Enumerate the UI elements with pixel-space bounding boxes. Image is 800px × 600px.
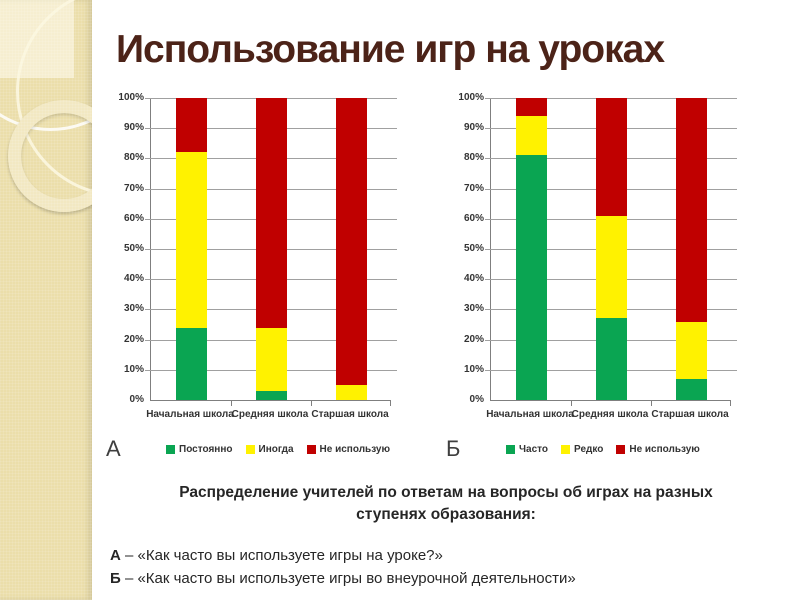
y-axis-tick-label: 70% <box>463 182 484 194</box>
y-axis-tick-label: 50% <box>463 243 484 254</box>
legend: Постоянно Иногда Не использую <box>166 444 390 455</box>
bar-segment-red <box>675 98 707 322</box>
y-axis-tick-label: 100% <box>118 92 144 103</box>
legend-item: Часто <box>506 444 548 455</box>
y-axis-tick-label: 30% <box>463 303 484 315</box>
legend-label: Не использую <box>629 444 700 455</box>
bar-segment-yellow <box>515 116 547 156</box>
caption: Распределение учителей по ответам на воп… <box>108 482 784 592</box>
bar-1 <box>515 98 547 400</box>
y-axis-tick-label: 0% <box>469 394 484 405</box>
y-axis-tick-label: 70% <box>123 182 144 194</box>
bar-segment-red <box>335 98 367 385</box>
legend-swatch-green <box>506 445 515 454</box>
bar-segment-red <box>255 98 287 328</box>
y-axis-tick-label: 60% <box>123 212 144 224</box>
bar-2 <box>255 98 287 400</box>
caption-heading: Распределение учителей по ответам на воп… <box>179 484 713 523</box>
y-axis-tick-label: 0% <box>129 394 144 405</box>
bar-segment-red <box>595 98 627 216</box>
y-axis-tick-label: 30% <box>123 303 144 315</box>
y-axis-tick-label: 50% <box>123 243 144 254</box>
y-axis-tick-label: 10% <box>123 363 144 375</box>
legend-swatch-red <box>306 445 316 454</box>
decorative-circle <box>0 0 92 131</box>
chart-a: 100% 90% 80% 70% 60% 50% 40% 30% 20% 10% 0% Начальн… <box>104 92 438 472</box>
bar-3 <box>675 98 707 400</box>
legend-item: Иногда <box>245 444 294 455</box>
y-axis-tick-label: 40% <box>123 273 144 285</box>
legend-item: Редко <box>561 444 603 455</box>
legend-swatch-yellow <box>561 445 571 454</box>
category-label: Старшая школа <box>651 409 729 420</box>
chart-letter: Б <box>446 436 461 461</box>
bar-segment-yellow <box>595 215 627 319</box>
legend-swatch-red <box>616 445 626 454</box>
chart-b: 100% 90% 80% 70% 60% 50% 40% 30% 20% 10% 0% Начальн… <box>444 92 778 472</box>
x-axis-tick <box>311 401 312 406</box>
bar-segment-green <box>675 378 707 400</box>
y-axis-tick-label: 90% <box>123 122 144 134</box>
y-axis-tick-label: 80% <box>463 152 484 164</box>
caption-prefix-a: А <box>110 547 121 564</box>
legend-swatch-green <box>166 445 175 454</box>
decorative-circle <box>16 0 92 197</box>
caption-prefix-b: Б <box>110 570 121 587</box>
y-axis-tick-label: 100% <box>458 92 484 103</box>
decorative-ring <box>8 100 92 212</box>
legend: Часто Редко Не использую <box>506 444 700 455</box>
bar-segment-yellow <box>255 327 287 391</box>
y-axis-tick-label: 60% <box>463 212 484 224</box>
plot-area <box>145 98 397 406</box>
bar-segment-green <box>255 390 287 400</box>
bar-segment-yellow <box>675 321 707 379</box>
bar-segment-yellow <box>335 384 367 400</box>
sidebar-decoration <box>0 0 92 600</box>
caption-line-a: А – «Как часто вы используете игры на ур… <box>110 546 443 566</box>
x-axis-tick <box>390 401 391 406</box>
legend-item: Не использую <box>306 444 391 455</box>
caption-text-a: – «Как часто вы используете игры на урок… <box>120 547 443 564</box>
plot-area <box>485 98 737 406</box>
y-axis-tick-label: 20% <box>123 333 144 345</box>
x-axis-tick <box>730 401 731 406</box>
x-axis-tick <box>231 401 232 406</box>
legend-label: Постоянно <box>179 444 233 455</box>
legend-item: Постоянно <box>166 444 233 455</box>
slide-title: Использование игр на уроках <box>116 28 665 71</box>
y-axis-tick-label: 90% <box>463 122 484 134</box>
bar-segment-red <box>515 98 547 117</box>
category-label: Начальная школа <box>486 409 574 420</box>
bar-segment-red <box>175 98 207 153</box>
legend-swatch-yellow <box>245 445 255 454</box>
bar-segment-green <box>595 318 627 400</box>
category-label: Старшая школа <box>311 409 389 420</box>
legend-item: Не использую <box>616 444 700 455</box>
x-axis-tick <box>651 401 652 406</box>
legend-label: Часто <box>519 444 549 455</box>
bar-3 <box>335 98 367 400</box>
caption-text-b: – «Как часто вы используете игры во внеу… <box>120 570 576 587</box>
sidebar-light-block <box>0 0 74 78</box>
category-label: Средняя школа <box>231 409 309 420</box>
bar-segment-green <box>515 155 547 400</box>
category-label: Средняя школа <box>571 409 649 420</box>
y-axis-tick-label: 10% <box>463 363 484 375</box>
bar-segment-yellow <box>175 152 207 328</box>
bar-segment-green <box>175 327 207 400</box>
y-axis-tick-label: 20% <box>463 333 484 345</box>
legend-label: Не использую <box>319 444 391 455</box>
bar-2 <box>595 98 627 400</box>
chart-letter: А <box>106 436 121 461</box>
legend-label: Иногда <box>258 444 294 455</box>
y-axis-tick-label: 40% <box>463 273 484 285</box>
y-axis-tick-label: 80% <box>123 152 144 164</box>
bar-1 <box>175 98 207 400</box>
caption-line-b: Б – «Как часто вы используете игры во вн… <box>110 569 576 589</box>
legend-label: Редко <box>574 444 604 455</box>
category-label: Начальная школа <box>146 409 234 420</box>
x-axis-tick <box>571 401 572 406</box>
